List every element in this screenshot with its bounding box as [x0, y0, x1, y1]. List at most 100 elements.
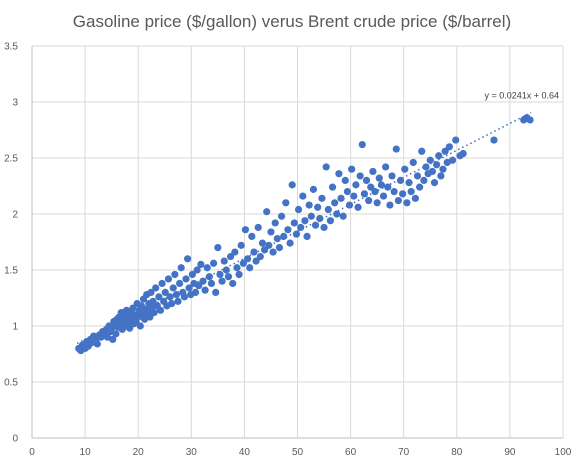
y-tick-label: 2.5 [4, 154, 18, 165]
y-tick-label: 1.5 [4, 266, 18, 277]
x-tick-label: 20 [133, 447, 145, 458]
data-point [277, 212, 286, 220]
data-point [413, 172, 422, 180]
data-point [207, 279, 216, 288]
data-point [294, 205, 303, 214]
data-point [169, 284, 177, 292]
data-point [337, 194, 345, 202]
y-tick-label: 3.5 [4, 42, 18, 53]
data-point [439, 165, 447, 173]
data-point [441, 147, 449, 155]
data-point [239, 259, 247, 267]
data-point [284, 226, 292, 234]
data-point [180, 293, 188, 301]
x-tick-label: 80 [451, 447, 463, 458]
data-point [269, 248, 277, 256]
trendline-group: y = 0.0241x + 0.64 [76, 91, 559, 345]
data-point [377, 181, 385, 189]
trendline [76, 111, 532, 345]
y-tick-label: 0.5 [4, 378, 18, 389]
x-tick-label: 0 [29, 447, 35, 458]
data-point [375, 174, 383, 182]
data-point [352, 181, 360, 189]
data-point [149, 297, 157, 305]
chart-title: Gasoline price ($/gallon) verus Brent cr… [73, 12, 511, 31]
data-point [309, 185, 318, 193]
y-tick-label: 2 [12, 210, 18, 221]
data-point [191, 288, 200, 296]
data-point [201, 286, 209, 294]
data-point [176, 279, 184, 288]
data-point [250, 248, 258, 256]
data-point [348, 165, 356, 173]
data-point [311, 221, 320, 229]
data-point [403, 199, 411, 207]
data-point [248, 232, 256, 240]
x-tick-label: 10 [80, 447, 92, 458]
data-point [324, 205, 332, 214]
data-point [448, 156, 457, 164]
data-point [422, 163, 430, 171]
data-point [428, 167, 436, 176]
data-point [299, 192, 307, 200]
y-tick-label: 1 [12, 322, 18, 333]
data-point [407, 188, 415, 196]
data-point [258, 239, 267, 247]
data-point [212, 288, 220, 296]
data-point [136, 322, 144, 330]
data-point [271, 219, 279, 227]
data-point [280, 232, 288, 240]
data-point [369, 167, 377, 176]
x-tick-label: 90 [504, 447, 516, 458]
data-point [182, 275, 190, 283]
data-point [171, 270, 179, 279]
data-point [226, 252, 235, 261]
data-point [152, 284, 160, 292]
data-point [237, 241, 245, 249]
data-point [437, 172, 445, 180]
data-point [233, 264, 241, 272]
data-point [195, 282, 203, 290]
data-point [203, 264, 211, 272]
data-point [382, 163, 390, 171]
data-point [401, 165, 409, 173]
data-point [168, 300, 176, 308]
y-tick-label: 0 [12, 434, 18, 445]
data-point [303, 232, 311, 240]
data-point [459, 149, 467, 158]
tick-labels: 0 0.5 1 1.5 2 2.5 3 3.5 0 10 20 30 40 50 60 70 80 90 100 [4, 42, 572, 459]
data-point [109, 335, 117, 344]
data-point [224, 273, 233, 281]
data-point [452, 136, 460, 144]
data-point [384, 183, 392, 191]
data-point [156, 306, 165, 314]
data-point [183, 255, 192, 263]
x-tick-label: 50 [292, 447, 304, 458]
data-point [256, 252, 264, 261]
data-point [392, 145, 400, 153]
data-point [328, 183, 337, 191]
data-point [297, 223, 305, 232]
x-tick-label: 30 [186, 447, 198, 458]
data-point [445, 143, 453, 151]
data-point [314, 203, 322, 211]
data-point [373, 199, 381, 207]
data-point [214, 244, 222, 252]
data-point [343, 188, 352, 196]
data-point [356, 172, 364, 180]
data-point [433, 161, 441, 169]
data-point [246, 264, 254, 272]
data-point [282, 199, 290, 207]
trendline-equation: y = 0.0241x + 0.64 [484, 91, 559, 101]
data-point [320, 223, 328, 232]
data-point [350, 192, 358, 200]
x-tick-label: 60 [345, 447, 357, 458]
data-point [367, 183, 375, 191]
data-point [409, 158, 417, 167]
data-point [390, 188, 398, 196]
data-point [345, 201, 354, 209]
data-point [365, 196, 373, 205]
data-point [339, 212, 347, 220]
data-point [164, 275, 173, 283]
